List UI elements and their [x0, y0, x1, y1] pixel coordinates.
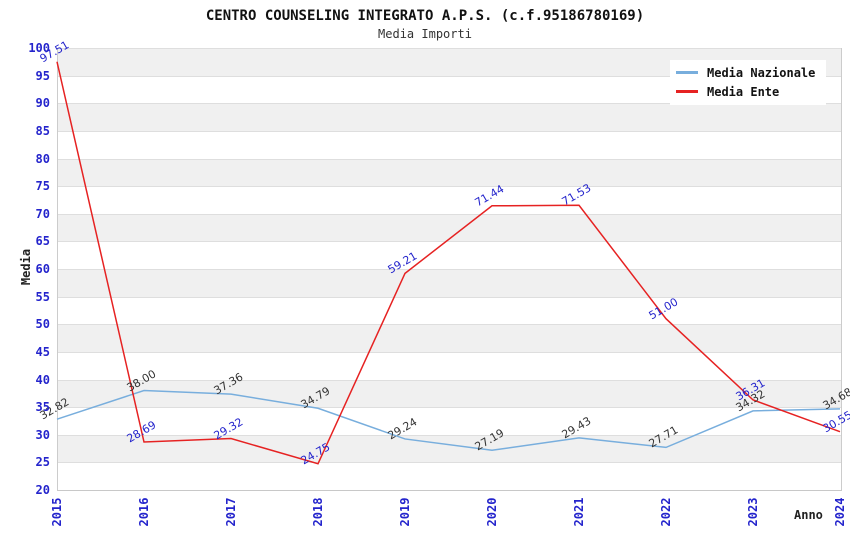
y-tick-label: 100	[28, 41, 50, 55]
y-tick-label: 65	[35, 234, 50, 249]
grid-band	[58, 407, 841, 435]
x-tick-label: 2015	[50, 497, 64, 527]
x-tick-label: 2019	[398, 497, 412, 527]
x-tick-label: 2018	[311, 497, 325, 527]
y-tick-label: 60	[35, 262, 50, 276]
y-tick-label: 20	[35, 483, 50, 497]
grid-band	[58, 158, 841, 187]
grid-band	[58, 241, 841, 269]
x-tick-label: 2017	[224, 497, 238, 527]
y-tick-label: 55	[35, 289, 50, 304]
y-axis-title: Media	[19, 248, 34, 286]
legend: Media Nazionale Media Ente	[670, 60, 826, 105]
y-tick-label: 40	[35, 372, 50, 387]
y-tick-label: 30	[35, 427, 50, 442]
y-tick-label: 35	[35, 400, 50, 415]
chart-title: CENTRO COUNSELING INTEGRATO A.P.S. (c.f.…	[205, 8, 645, 24]
y-tick-label: 95	[35, 68, 50, 83]
grid-band	[58, 186, 841, 214]
y-tick-label: 90	[35, 96, 50, 111]
y-tick-label: 45	[35, 344, 50, 359]
y-tick-label: 75	[35, 179, 50, 194]
grid-band	[58, 103, 841, 131]
grid-band	[58, 296, 841, 325]
chart-subtitle: Media Importi	[378, 27, 472, 41]
x-tick-label: 2024	[833, 497, 847, 527]
y-tick-label: 70	[35, 206, 50, 221]
grid-band	[58, 379, 841, 408]
y-tick-label: 85	[35, 123, 50, 138]
grid-band	[58, 130, 841, 159]
legend-label: Media Ente	[707, 84, 780, 99]
legend-item-media-nazionale: Media Nazionale	[676, 63, 820, 82]
grid-band	[58, 269, 841, 297]
grid-band	[58, 434, 841, 463]
x-tick-label: 2016	[137, 497, 151, 527]
plot-area	[57, 48, 842, 491]
legend-item-media-ente: Media Ente	[676, 82, 820, 101]
media-ente-line-swatch	[676, 90, 698, 93]
y-tick-label: 80	[35, 151, 50, 166]
y-tick-label: 25	[35, 455, 50, 470]
x-tick-label: 2022	[659, 497, 673, 527]
x-tick-label: 2023	[746, 497, 760, 527]
x-tick-label: 2021	[572, 497, 586, 527]
grid-band	[58, 213, 841, 242]
x-axis-title: Anno	[794, 508, 823, 522]
media-nazionale-line-swatch	[676, 71, 698, 74]
grid-band	[58, 462, 841, 490]
grid-band	[58, 351, 841, 380]
grid-band	[58, 324, 841, 352]
x-tick-label: 2020	[485, 497, 499, 527]
legend-label: Media Nazionale	[707, 65, 816, 80]
y-tick-label: 50	[35, 317, 50, 332]
